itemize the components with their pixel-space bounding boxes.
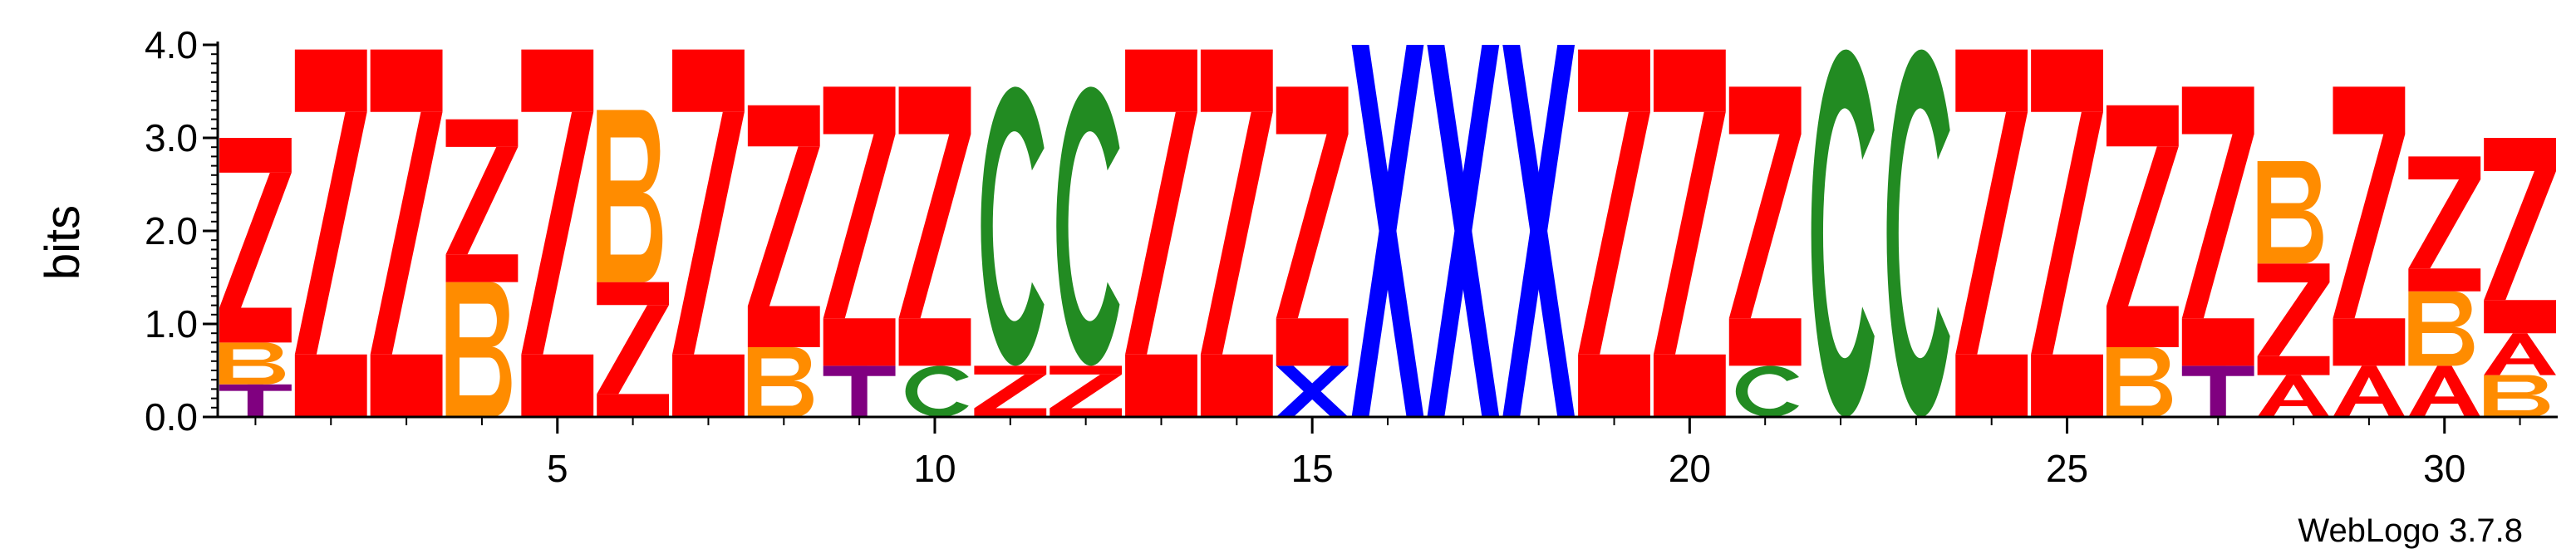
- logo-letter-a-pos-30: [2408, 365, 2481, 417]
- y-axis-label: bits: [36, 205, 90, 280]
- y-tick-label: 0.0: [145, 395, 198, 439]
- logo-letter-z-pos-26: [2106, 105, 2179, 347]
- x-tick-label: 25: [2046, 447, 2088, 490]
- logo-letter-z-pos-20: [1653, 49, 1726, 417]
- logo-letter-x-pos-16: [1351, 45, 1424, 417]
- logo-letter-z-pos-3: [370, 49, 443, 417]
- weblogo-credit: WebLogo 3.7.8: [2298, 512, 2523, 549]
- logo-letter-z-pos-12: [1050, 365, 1123, 417]
- logo-letter-z-pos-28: [2257, 263, 2330, 375]
- x-tick-label: 30: [2423, 447, 2465, 490]
- x-tick-label: 10: [913, 447, 956, 490]
- logo-letter-a-pos-28: [2257, 375, 2330, 417]
- logo-letter-b-pos-1: [219, 342, 286, 385]
- logo-letter-a-pos-29: [2333, 365, 2406, 417]
- logo-letter-z-pos-25: [2031, 49, 2103, 417]
- logo-letter-z-pos-13: [1125, 49, 1197, 417]
- logo-letter-c-pos-23: [1886, 49, 1950, 418]
- logo-letter-x-pos-18: [1502, 45, 1576, 417]
- logo-letter-c-pos-12: [1056, 86, 1120, 366]
- logo-letter-b-pos-28: [2257, 161, 2323, 264]
- logo-letter-b-pos-6: [597, 110, 663, 282]
- logo-letter-z-pos-6: [597, 282, 670, 417]
- logo-letter-b-pos-30: [2408, 291, 2475, 366]
- logo-letter-z-pos-10: [898, 86, 971, 366]
- logo-letter-z-pos-4: [445, 119, 519, 282]
- x-tick-label: 20: [1669, 447, 1711, 490]
- logo-letter-z-pos-14: [1200, 49, 1273, 417]
- axes: 0.0 1.0 2.0 3.0 4.0 5 10 15 20 25 30: [145, 23, 2558, 490]
- logo-letter-t-pos-9: [823, 365, 896, 417]
- logo-letter-c-pos-22: [1811, 49, 1875, 418]
- logo-letter-z-pos-27: [2181, 86, 2254, 366]
- y-tick-label: 4.0: [145, 23, 198, 66]
- logo-letter-z-pos-8: [747, 105, 820, 347]
- logo-letter-z-pos-11: [974, 365, 1047, 417]
- logo-letter-z-pos-31: [2484, 138, 2556, 334]
- x-tick-label: 15: [1291, 447, 1334, 490]
- logo-letter-c-pos-11: [981, 86, 1045, 366]
- logo-letter-z-pos-1: [219, 138, 292, 343]
- logo-letter-x-pos-15: [1276, 365, 1349, 417]
- logo-letter-z-pos-9: [823, 86, 896, 366]
- logo-letter-c-pos-10: [905, 365, 969, 417]
- logo-letter-b-pos-8: [747, 347, 814, 417]
- logo-letter-z-pos-21: [1728, 86, 1802, 366]
- y-tick-label: 3.0: [145, 116, 198, 159]
- logo-letter-a-pos-31: [2484, 333, 2556, 375]
- logo-letter-b-pos-4: [445, 282, 512, 417]
- logo-letter-b-pos-26: [2106, 347, 2172, 417]
- logo-letter-z-pos-7: [672, 49, 745, 417]
- logo-letter-z-pos-24: [1955, 49, 2028, 417]
- logo-letter-t-pos-27: [2181, 365, 2254, 417]
- x-tick-label: 5: [547, 447, 568, 490]
- letter-stacks: [219, 45, 2556, 418]
- logo-letter-c-pos-21: [1735, 365, 1800, 417]
- logo-letter-t-pos-1: [219, 384, 292, 417]
- logo-letter-x-pos-17: [1427, 45, 1500, 417]
- logo-letter-z-pos-5: [521, 49, 594, 417]
- logo-letter-z-pos-2: [294, 49, 367, 417]
- logo-letter-b-pos-31: [2484, 375, 2550, 417]
- logo-letter-z-pos-30: [2408, 156, 2481, 292]
- logo-letter-z-pos-19: [1578, 49, 1650, 417]
- logo-letter-z-pos-29: [2333, 86, 2406, 366]
- y-tick-label: 1.0: [145, 302, 198, 346]
- y-tick-label: 2.0: [145, 209, 198, 252]
- logo-letter-z-pos-15: [1276, 86, 1349, 366]
